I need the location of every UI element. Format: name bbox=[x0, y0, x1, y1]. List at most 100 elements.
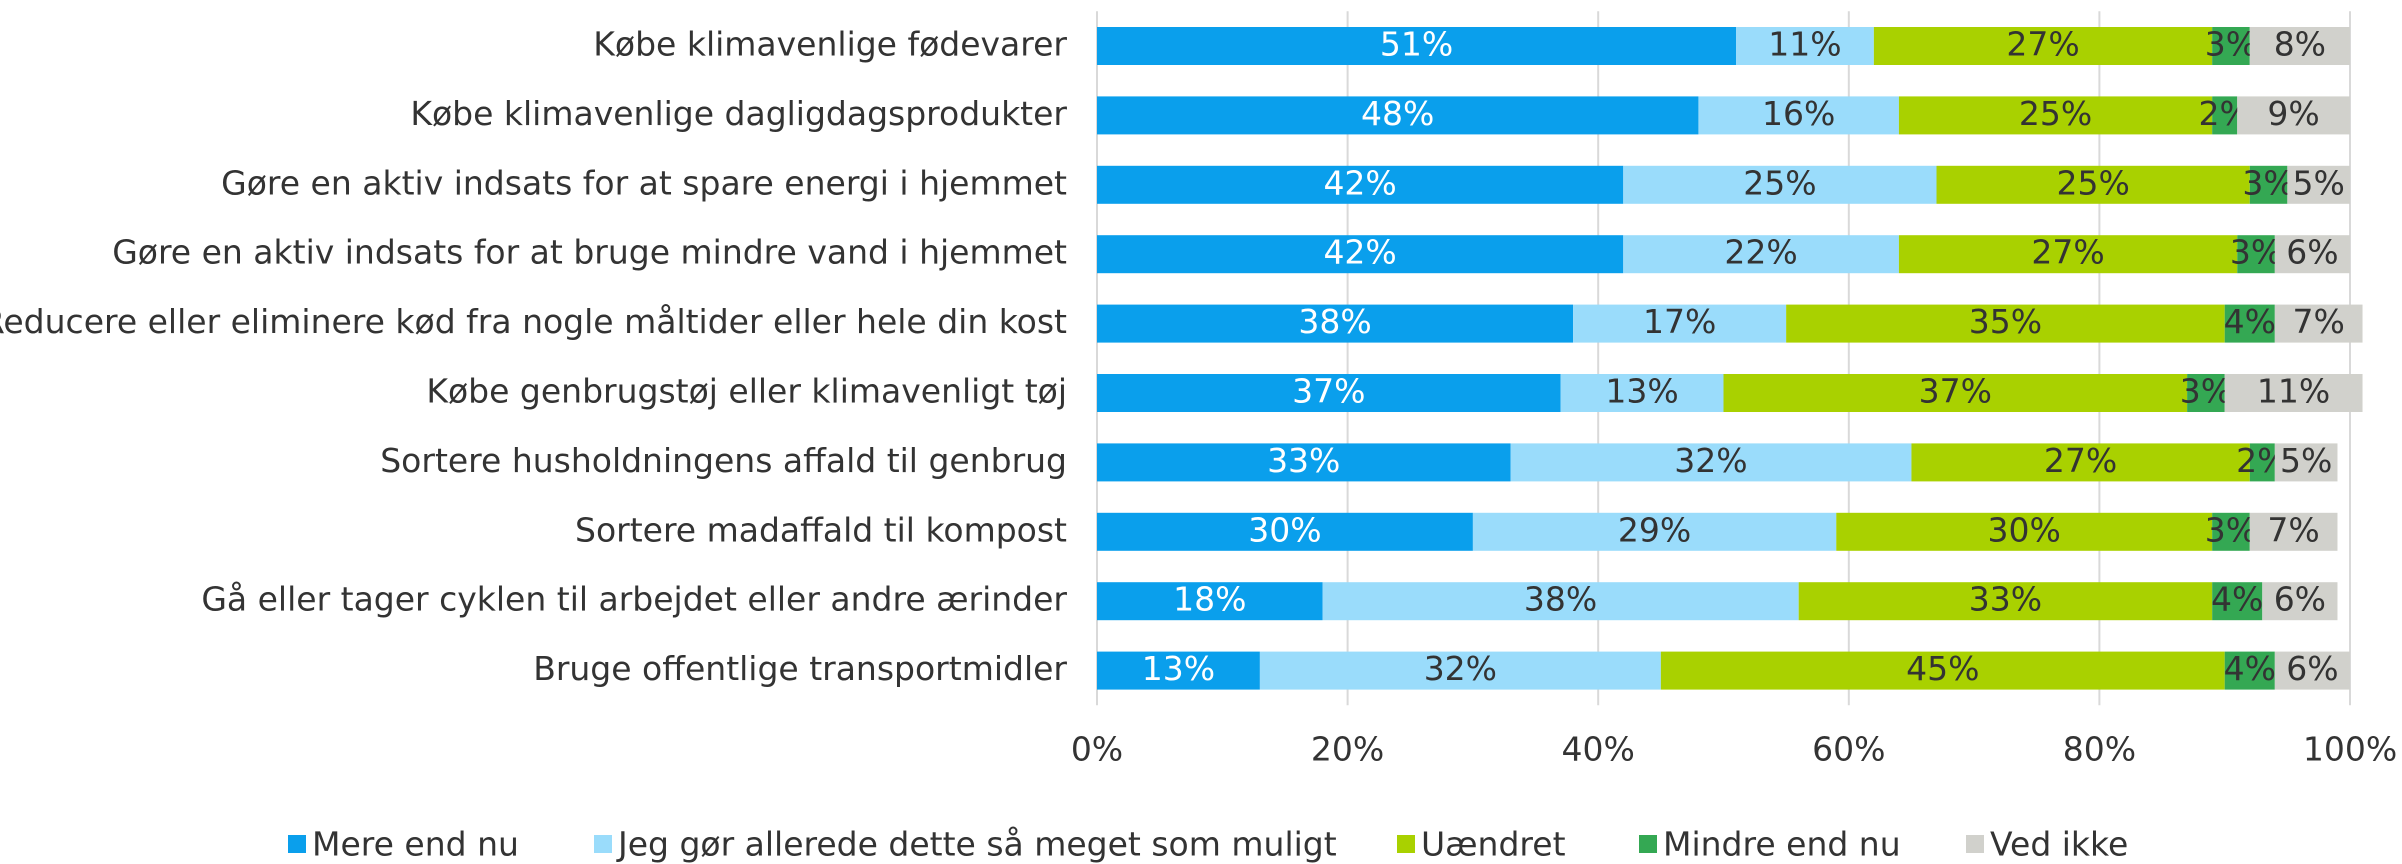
data-label: 5% bbox=[2292, 163, 2344, 202]
bar-segment bbox=[2249, 165, 2288, 204]
data-label: 25% bbox=[1743, 163, 1816, 202]
bar-segment bbox=[1660, 651, 2225, 690]
bar-segment bbox=[1560, 374, 1724, 412]
data-label: 3% bbox=[2242, 163, 2294, 202]
y-tick-label: Købe klimavenlige fødevarer bbox=[593, 25, 1067, 64]
bar-segment bbox=[2249, 27, 2350, 65]
data-label: 33% bbox=[1969, 580, 2042, 619]
legend-label: Mere end nu bbox=[312, 825, 519, 864]
bar-segment bbox=[2274, 651, 2350, 690]
data-label: 30% bbox=[1248, 510, 1321, 549]
legend-swatch bbox=[288, 835, 306, 853]
bar-segment bbox=[2224, 374, 2363, 412]
data-label: 30% bbox=[1988, 510, 2061, 549]
bar-segment bbox=[1698, 96, 1899, 135]
data-label: 42% bbox=[1323, 163, 1396, 202]
data-label: 27% bbox=[2006, 25, 2079, 64]
y-tick-label: Sortere husholdningens affald til genbru… bbox=[380, 441, 1067, 480]
y-tick-label: Gøre en aktiv indsats for at spare energ… bbox=[221, 163, 1067, 202]
bar-segment bbox=[1097, 651, 1260, 690]
y-tick-label: Gøre en aktiv indsats for at bruge mindr… bbox=[112, 233, 1067, 272]
data-label: 6% bbox=[2274, 580, 2326, 619]
bar-segment bbox=[2224, 304, 2275, 343]
bar-segment bbox=[2274, 443, 2338, 482]
legend-swatch bbox=[594, 835, 612, 853]
legend-swatch bbox=[1397, 835, 1415, 853]
bar-segment bbox=[1898, 235, 2238, 274]
data-label: 27% bbox=[2044, 441, 2117, 480]
bar-segment bbox=[1623, 165, 1937, 204]
legend-label: Jeg gør allerede dette så meget som muli… bbox=[616, 825, 1337, 864]
bar-segment bbox=[1510, 443, 1912, 482]
y-tick-label: Gå eller tager cyklen til arbejdet eller… bbox=[201, 580, 1067, 619]
data-label: 7% bbox=[2292, 302, 2344, 341]
data-label: 25% bbox=[2019, 94, 2092, 133]
bar-segment bbox=[1472, 512, 1837, 551]
bar-segment bbox=[1786, 304, 2225, 343]
data-label: 6% bbox=[2286, 649, 2338, 688]
data-label: 13% bbox=[1142, 649, 1215, 688]
data-label: 17% bbox=[1643, 302, 1716, 341]
data-label: 18% bbox=[1173, 580, 1246, 619]
x-tick-label: 0% bbox=[1071, 730, 1123, 769]
bar-segment bbox=[1836, 512, 2213, 551]
data-label: 4% bbox=[2211, 580, 2263, 619]
x-tick-label: 20% bbox=[1311, 730, 1384, 769]
data-label: 29% bbox=[1618, 510, 1691, 549]
data-label: 33% bbox=[1267, 441, 1340, 480]
data-label: 32% bbox=[1424, 649, 1497, 688]
data-label: 13% bbox=[1605, 372, 1678, 411]
bar-segment bbox=[1097, 374, 1561, 412]
data-label: 38% bbox=[1524, 580, 1597, 619]
bar-segment bbox=[1936, 165, 2250, 204]
bar-segment bbox=[1898, 96, 2213, 135]
y-tick-label: Reducere eller eliminere kød fra nogle m… bbox=[0, 302, 1067, 341]
bar-segment bbox=[1873, 27, 2213, 65]
bar-segment bbox=[2249, 443, 2275, 482]
bar-segment bbox=[1097, 512, 1473, 551]
data-label: 4% bbox=[2224, 302, 2276, 341]
bar-segment bbox=[1097, 27, 1737, 65]
data-label: 3% bbox=[2230, 233, 2282, 272]
data-label: 45% bbox=[1906, 649, 1979, 688]
data-label: 3% bbox=[2180, 372, 2232, 411]
bar-segment bbox=[1322, 582, 1799, 621]
data-label: 4% bbox=[2224, 649, 2276, 688]
data-label: 48% bbox=[1361, 94, 1434, 133]
bar-segment bbox=[1097, 582, 1323, 621]
bar-segment bbox=[2212, 582, 2263, 621]
data-label: 6% bbox=[2286, 233, 2338, 272]
y-tick-label: Købe klimavenlige dagligdagsprodukter bbox=[410, 94, 1067, 133]
data-label: 22% bbox=[1724, 233, 1797, 272]
legend-label: Uændret bbox=[1421, 825, 1566, 864]
bar-segment bbox=[1798, 582, 2213, 621]
bar-segment bbox=[1259, 651, 1661, 690]
bar-segment bbox=[1723, 374, 2188, 412]
x-tick-label: 40% bbox=[1562, 730, 1635, 769]
data-label: 32% bbox=[1674, 441, 1747, 480]
data-label: 37% bbox=[1919, 372, 1992, 411]
bar-segment bbox=[1623, 235, 1899, 274]
bar-segment bbox=[2274, 235, 2350, 274]
data-label: 5% bbox=[2280, 441, 2332, 480]
x-tick-label: 100% bbox=[2303, 730, 2397, 769]
bar-segment bbox=[1573, 304, 1787, 343]
data-label: 11% bbox=[2257, 372, 2330, 411]
bar-segment bbox=[2224, 651, 2275, 690]
legend-label: Mindre end nu bbox=[1663, 825, 1901, 864]
bar-segment bbox=[2274, 304, 2363, 343]
bar-segment bbox=[2212, 96, 2238, 135]
bar-segment bbox=[2262, 582, 2338, 621]
bar-segment bbox=[1097, 96, 1699, 135]
bar-segment bbox=[2237, 235, 2275, 274]
data-label: 7% bbox=[2267, 510, 2319, 549]
data-label: 16% bbox=[1762, 94, 1835, 133]
data-label: 25% bbox=[2056, 163, 2129, 202]
data-label: 8% bbox=[2274, 25, 2326, 64]
legend-label: Ved ikke bbox=[1990, 825, 2128, 864]
bar-segment bbox=[1911, 443, 2250, 482]
data-label: 11% bbox=[1768, 25, 1841, 64]
bar-segment bbox=[2212, 512, 2250, 551]
y-tick-label: Købe genbrugstøj eller klimavenligt tøj bbox=[426, 372, 1067, 411]
